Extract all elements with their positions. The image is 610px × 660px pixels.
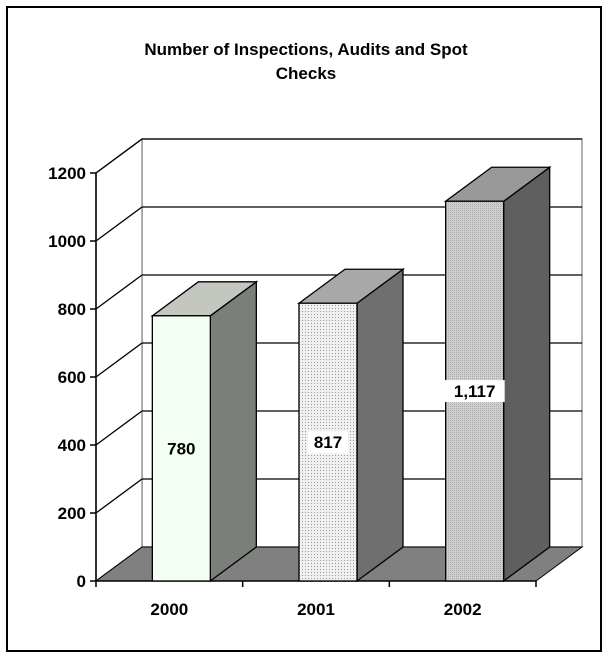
y-tick-label: 0 [77,572,86,591]
data-label-bg [444,380,505,403]
data-label-bg [308,431,348,454]
y-tick-label: 200 [58,504,86,523]
y-tick-label: 1000 [48,232,86,251]
gridline-depth [95,138,143,174]
gridline-depth [95,342,143,378]
gridline-depth [95,206,143,242]
x-tick-label: 2002 [444,600,482,619]
chart-title-text: Number of Inspections, Audits and Spot C… [144,40,468,83]
chart-title: Number of Inspections, Audits and Spot C… [8,38,604,86]
data-label: 1,117 [454,382,496,401]
x-tick-label: 2001 [297,600,335,619]
bar-side [503,165,551,583]
gridline-depth [95,274,143,310]
y-tick-label: 600 [58,368,86,387]
bar-side [209,280,257,583]
x-tick-label: 2000 [150,600,188,619]
data-label: 817 [314,433,342,452]
y-tick-label: 800 [58,300,86,319]
data-label: 780 [167,439,195,458]
bar-side [356,267,404,583]
gridline-depth [95,410,143,446]
chart-plot: 0 200 400 600 800 1000 1200 780 2000 817 2001 1,117… [48,137,584,619]
bar [151,315,211,582]
y-tick-label: 1200 [48,164,86,183]
chart-frame: Number of Inspections, Audits and Spot C… [6,6,602,652]
gridline-depth [95,478,143,514]
y-tick-label: 400 [58,436,86,455]
